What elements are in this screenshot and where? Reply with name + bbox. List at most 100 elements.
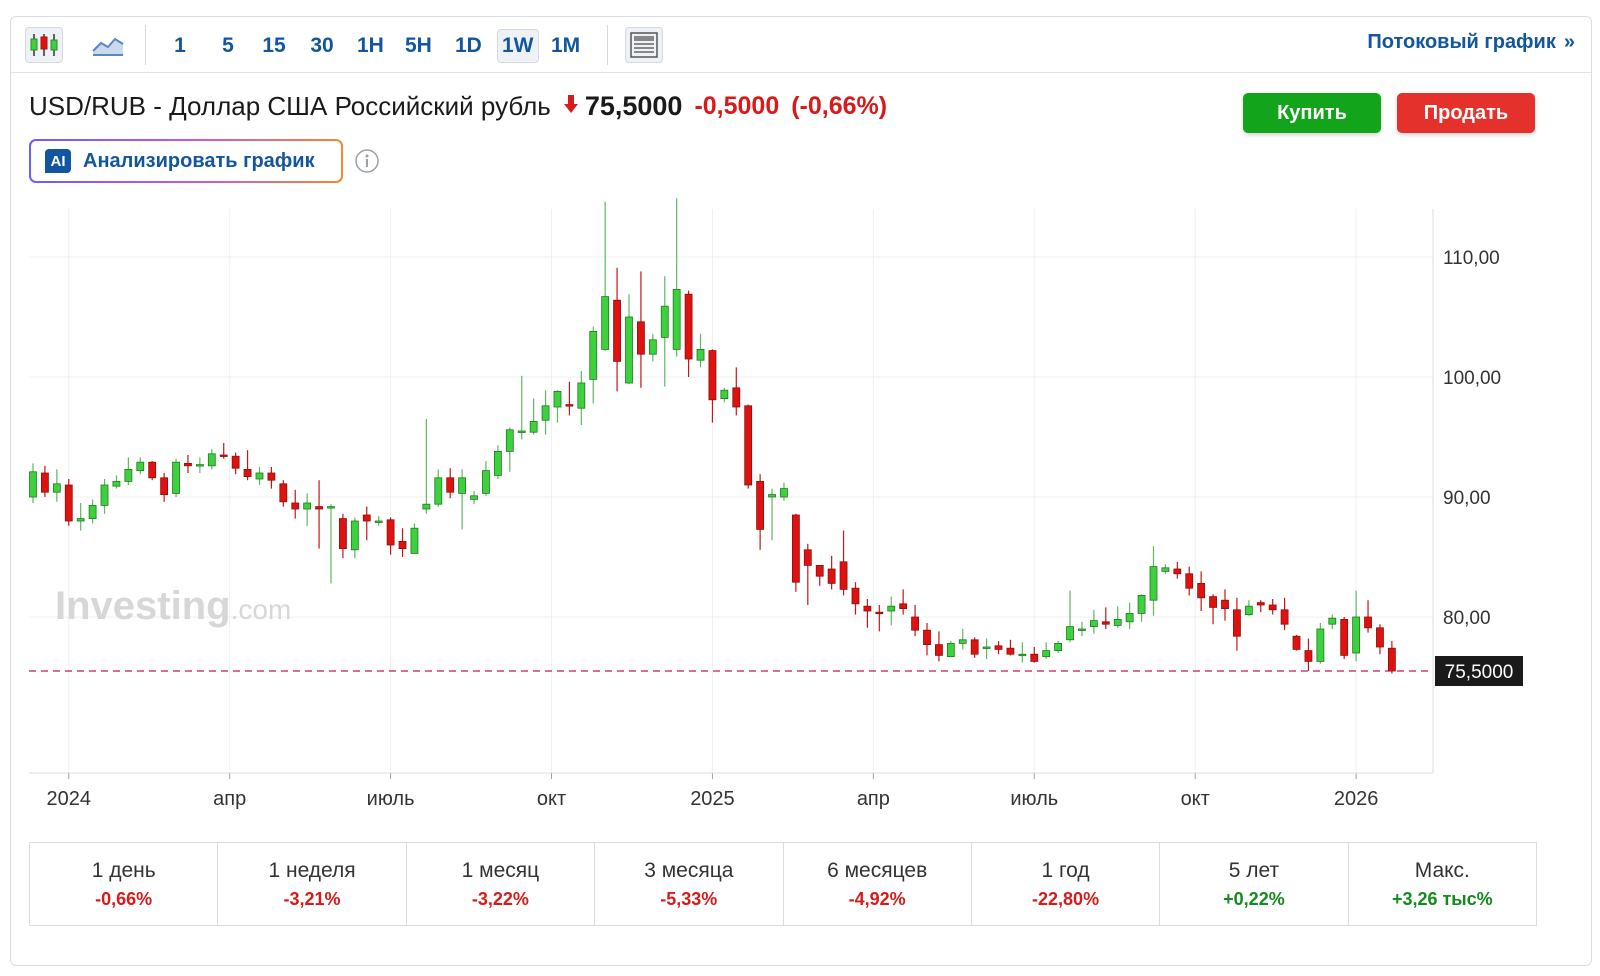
candle-body	[1054, 643, 1063, 652]
candle-body	[1078, 628, 1086, 631]
chart-widget: 1 5 15 30 1H 5H 1D 1W 1M Потоковый графи…	[10, 16, 1592, 966]
performance-cell: 6 месяцев -4,92%	[784, 843, 972, 925]
candle-body	[291, 502, 300, 510]
candle-body	[613, 299, 621, 362]
candle-body	[660, 305, 669, 338]
toolbar-divider	[607, 25, 608, 65]
candle	[863, 599, 872, 628]
candle	[1328, 614, 1337, 629]
interval-1d[interactable]: 1D	[455, 34, 482, 57]
performance-cell: 1 месяц -3,22%	[407, 843, 596, 925]
performance-period: 3 месяца	[644, 858, 734, 882]
sell-button[interactable]: Продать	[1397, 93, 1535, 133]
candle	[744, 404, 753, 489]
x-tick-label: 2025	[690, 788, 735, 810]
candle-body	[339, 518, 347, 550]
candle-body	[1221, 599, 1229, 610]
candle	[732, 367, 741, 416]
interval-15[interactable]: 15	[262, 34, 286, 57]
candle	[637, 271, 645, 388]
candle	[207, 449, 216, 470]
candle-body	[553, 390, 562, 408]
candle	[52, 469, 61, 502]
candle-body	[184, 462, 192, 467]
candle	[529, 398, 538, 435]
candle-body	[839, 561, 848, 590]
instrument-header: USD/RUB - Доллар США Российский рубль 75…	[29, 91, 887, 122]
candle	[803, 543, 812, 605]
performance-cell: 3 месяца -5,33%	[595, 843, 784, 925]
candle	[1387, 641, 1396, 674]
candle-body	[243, 468, 252, 477]
candle-body	[589, 330, 598, 380]
candle-body	[732, 387, 741, 408]
candle	[1078, 621, 1086, 637]
interval-1[interactable]: 1	[174, 34, 186, 57]
interval-1w[interactable]: 1W	[497, 29, 539, 63]
candle	[756, 474, 765, 550]
candle-body	[994, 645, 1003, 650]
candle-body	[911, 616, 919, 631]
current-price-line: 75,5000	[29, 656, 1523, 686]
streaming-chart-label: Потоковый график	[1367, 31, 1556, 53]
performance-period: 5 лет	[1228, 858, 1280, 882]
candle-body	[1161, 567, 1170, 572]
candle	[148, 461, 157, 481]
candle	[422, 419, 431, 514]
candle	[1197, 571, 1206, 611]
candle-body	[136, 461, 145, 472]
candle-body	[267, 472, 276, 481]
candle	[1149, 546, 1158, 616]
candle	[124, 457, 133, 485]
candle	[1137, 594, 1146, 622]
candle	[64, 479, 73, 526]
candle-body	[1185, 573, 1194, 589]
candle-body	[398, 541, 407, 550]
interval-1h[interactable]: 1H	[357, 34, 384, 57]
candle	[29, 463, 37, 503]
candle	[291, 489, 300, 519]
candle	[1161, 564, 1170, 574]
interval-5[interactable]: 5	[222, 34, 234, 57]
layout-icon[interactable]	[625, 27, 663, 63]
candle-body	[1006, 647, 1015, 655]
chart-grid	[29, 209, 1433, 773]
analyze-chart-button[interactable]: AI Анализировать график	[29, 139, 343, 183]
x-tick-label: апр	[857, 788, 890, 810]
buy-button[interactable]: Купить	[1243, 93, 1381, 133]
candlestick-icon[interactable]	[25, 27, 63, 63]
interval-1m[interactable]: 1M	[551, 34, 581, 57]
candle-body	[708, 350, 717, 401]
candle	[303, 493, 312, 526]
candle-body	[768, 494, 776, 498]
info-icon[interactable]	[355, 149, 379, 173]
candle	[327, 504, 335, 584]
candle-body	[327, 506, 335, 509]
candle	[565, 381, 574, 416]
candle	[1113, 606, 1122, 628]
interval-30[interactable]: 30	[310, 34, 334, 57]
candle	[505, 427, 514, 472]
candle	[684, 290, 693, 377]
candle-body	[541, 405, 550, 421]
candle	[160, 473, 169, 502]
candle-body	[696, 348, 705, 361]
streaming-chart-link[interactable]: Потоковый график »	[1367, 31, 1575, 54]
interval-5h[interactable]: 5H	[405, 34, 432, 57]
candle-body	[1149, 566, 1158, 601]
candle-body	[982, 646, 991, 649]
candle-body	[1268, 604, 1277, 611]
candle	[1089, 609, 1098, 634]
candle	[482, 461, 490, 496]
candlestick-chart[interactable]: Investing.com 110,00 100,00 90,00 80,00 2024…	[11, 17, 1593, 837]
candle-body	[1137, 595, 1146, 614]
performance-value: -3,21%	[283, 888, 341, 909]
candle-body	[41, 472, 49, 493]
area-chart-icon[interactable]	[89, 27, 127, 63]
toolbar-divider	[145, 25, 146, 65]
candle-body	[946, 643, 955, 658]
candle	[88, 499, 97, 524]
candle-body	[1244, 605, 1253, 616]
candle	[553, 390, 562, 423]
performance-period: Макс.	[1414, 858, 1470, 882]
